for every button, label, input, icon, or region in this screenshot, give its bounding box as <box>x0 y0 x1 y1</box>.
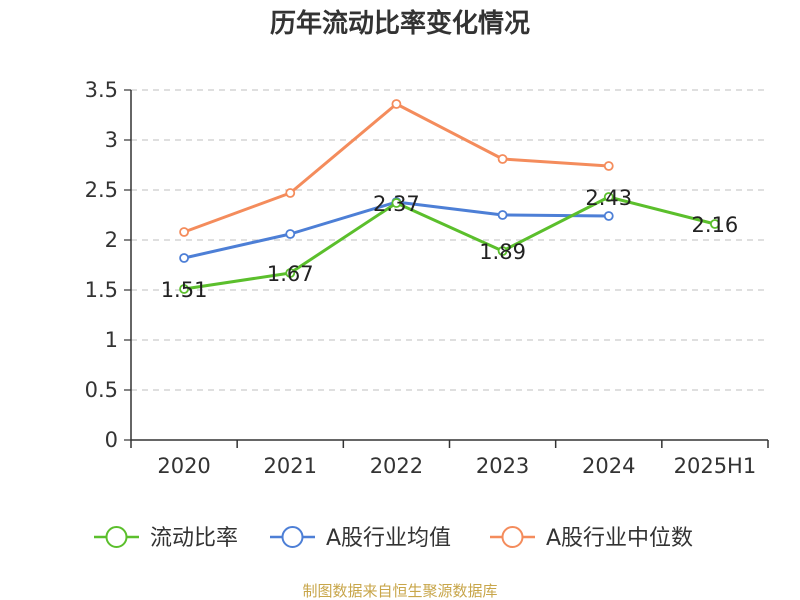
data-point <box>179 284 189 294</box>
series-line <box>183 195 716 291</box>
data-label: 2.43 <box>585 186 632 210</box>
chart-title: 历年流动比率变化情况 <box>270 8 530 39</box>
data-point <box>179 227 189 237</box>
data-point <box>497 154 508 164</box>
x-tick-label: 2023 <box>476 454 529 478</box>
x-tick-label: 2025H1 <box>674 454 757 478</box>
x-tick-label: 2020 <box>157 454 210 478</box>
data-label: 1.67 <box>267 262 314 286</box>
y-tick-label: 1.5 <box>85 278 118 302</box>
data-point <box>391 99 402 109</box>
x-tick-label: 2024 <box>582 454 635 478</box>
axes: 0 0.5 1 1.5 2 2.5 3 3.5 2020 2021 2022 2023 2024 2025… <box>85 78 769 478</box>
legend-label: A股行业中位数 <box>546 526 693 551</box>
data-point <box>603 192 614 202</box>
y-tick-label: 3 <box>105 128 118 152</box>
data-point <box>179 253 189 263</box>
y-tick-label: 3.5 <box>85 78 118 102</box>
y-tick-label: 1 <box>105 328 118 352</box>
grid-lines <box>131 89 768 391</box>
data-label: 2.16 <box>692 213 739 237</box>
x-tick-label: 2021 <box>264 454 317 478</box>
data-point <box>603 161 614 171</box>
legend-label: A股行业均值 <box>326 526 451 551</box>
data-point <box>710 219 720 229</box>
data-labels: 1.51 1.67 2.37 1.89 2.43 2.16 <box>161 186 739 302</box>
legend-label: 流动比率 <box>150 526 238 551</box>
data-label: 1.51 <box>161 278 208 302</box>
data-point <box>285 229 296 239</box>
data-point <box>603 211 614 221</box>
data-label: 2.37 <box>373 192 420 216</box>
series-group <box>179 99 720 294</box>
data-point <box>285 268 296 278</box>
source-note: 制图数据来自恒生聚源数据库 <box>302 582 497 600</box>
data-point <box>497 210 508 220</box>
x-tick-label: 2022 <box>370 454 423 478</box>
legend-marker <box>105 526 128 548</box>
legend-marker <box>281 526 304 548</box>
data-label: 1.89 <box>479 240 526 264</box>
legend-marker <box>501 526 524 548</box>
y-tick-label: 2.5 <box>85 178 118 202</box>
data-point <box>497 246 508 256</box>
y-tick-label: 0.5 <box>85 378 118 402</box>
data-point <box>285 188 296 198</box>
data-point <box>391 198 402 208</box>
y-tick-label: 0 <box>105 428 118 452</box>
legend: 流动比率 A股行业均值 A股行业中位数 <box>94 526 693 551</box>
y-tick-label: 2 <box>105 228 118 252</box>
